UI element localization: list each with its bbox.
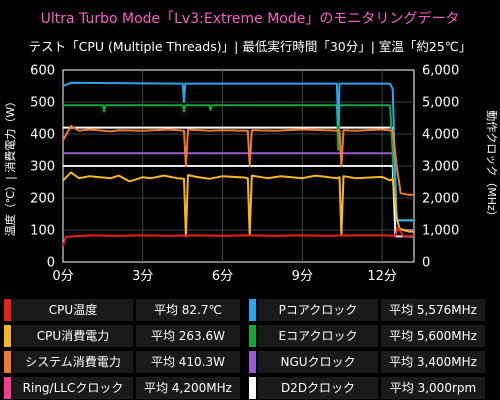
y-tick-label: 400 bbox=[30, 128, 55, 143]
legend-value: 平均 82.7℃ bbox=[136, 299, 240, 321]
y-tick-label: 200 bbox=[30, 192, 55, 207]
legend-value: 平均 3,000rpm bbox=[381, 377, 485, 399]
y-tick-label: 100 bbox=[30, 224, 55, 239]
x-tick-label: 12分 bbox=[367, 269, 397, 284]
y2-tick-label: 6,000 bbox=[422, 64, 459, 79]
legend-label: Pコアクロック bbox=[258, 299, 378, 321]
legend-label: CPU温度 bbox=[13, 299, 133, 321]
legend-value: 平均 4,200MHz bbox=[136, 377, 240, 399]
legend-swatch bbox=[4, 299, 11, 321]
legend-item: Pコアクロック 平均 5,576MHz bbox=[249, 299, 489, 321]
legend: CPU温度 平均 82.7℃ Pコアクロック 平均 5,576MHz CPU消費電力 平均… bbox=[0, 296, 500, 400]
legend-swatch bbox=[4, 325, 11, 347]
series-line-5 bbox=[62, 81, 414, 222]
series-line-6 bbox=[63, 104, 414, 222]
chart-title: Ultra Turbo Mode「Lv3:Extreme Mode」のモニタリン… bbox=[40, 11, 460, 27]
legend-label: CPU消費電力 bbox=[13, 325, 133, 347]
y-axis-title: 温度（℃）| 消費電力（W） bbox=[3, 96, 17, 236]
series-line-1 bbox=[62, 226, 415, 247]
series-line-2 bbox=[62, 171, 414, 238]
legend-label: Ring/LLCクロック bbox=[13, 377, 133, 399]
y2-tick-label: 1,000 bbox=[422, 224, 459, 239]
legend-item: Ring/LLCクロック 平均 4,200MHz bbox=[4, 377, 244, 399]
y2-tick-label: 4,000 bbox=[422, 128, 459, 143]
y-tick-label: 600 bbox=[30, 64, 55, 79]
legend-value: 平均 410.3W bbox=[136, 351, 240, 373]
legend-swatch bbox=[4, 351, 11, 373]
legend-item: CPU温度 平均 82.7℃ bbox=[4, 299, 244, 321]
y2-tick-label: 0 bbox=[422, 256, 430, 271]
legend-value: 平均 3,400MHz bbox=[381, 351, 485, 373]
y2-tick-label: 5,000 bbox=[422, 96, 459, 111]
legend-label: システム消費電力 bbox=[13, 351, 133, 373]
y-tick-label: 500 bbox=[30, 96, 55, 111]
legend-item: システム消費電力 平均 410.3W bbox=[4, 351, 244, 373]
y2-tick-label: 2,000 bbox=[422, 192, 459, 207]
chart-subtitle: テスト「CPU (Multiple Threads)」| 最低実行時間「30分」… bbox=[28, 39, 472, 54]
legend-value: 平均 263.6W bbox=[136, 325, 240, 347]
line-chart: 0 100 200 300 400 500 600 0 1,000 2,000 3,000 4,000… bbox=[3, 64, 499, 285]
legend-item: Eコアクロック 平均 5,600MHz bbox=[249, 325, 489, 347]
x-tick-label: 9分 bbox=[292, 269, 313, 284]
legend-item: NGUクロック 平均 3,400MHz bbox=[249, 351, 489, 373]
legend-swatch bbox=[249, 325, 256, 347]
legend-label: NGUクロック bbox=[258, 351, 378, 373]
x-tick-label: 6分 bbox=[212, 269, 233, 284]
series-line-3 bbox=[62, 125, 414, 196]
legend-item: D2Dクロック 平均 3,000rpm bbox=[249, 377, 489, 399]
legend-swatch bbox=[4, 377, 11, 399]
legend-swatch bbox=[249, 377, 256, 399]
legend-swatch bbox=[249, 299, 256, 321]
y2-tick-label: 3,000 bbox=[422, 160, 459, 175]
x-tick-label: 0分 bbox=[52, 269, 73, 284]
y-tick-label: 0 bbox=[47, 256, 55, 271]
y-tick-label: 300 bbox=[30, 160, 55, 175]
legend-label: Eコアクロック bbox=[258, 325, 378, 347]
legend-swatch bbox=[249, 351, 256, 373]
legend-value: 平均 5,600MHz bbox=[381, 325, 485, 347]
x-tick-label: 3分 bbox=[132, 269, 153, 284]
legend-item: CPU消費電力 平均 263.6W bbox=[4, 325, 244, 347]
y2-axis-title: 動作クロック（MHz） bbox=[485, 110, 499, 222]
legend-value: 平均 5,576MHz bbox=[381, 299, 485, 321]
legend-label: D2Dクロック bbox=[258, 377, 378, 399]
